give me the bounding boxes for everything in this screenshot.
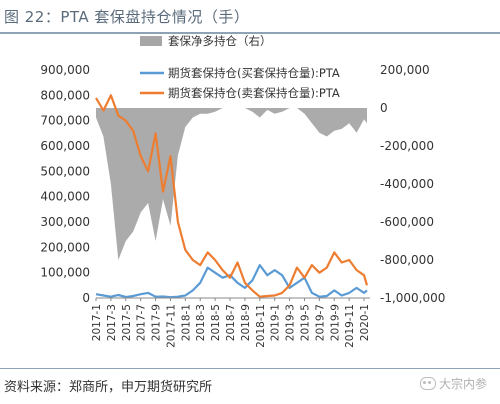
x-tick-label: 2019-5 — [299, 304, 311, 341]
x-axis-ticks: 2017-1 2017-3 2017-5 2017-7 2017-9 2017-11 201… — [91, 297, 371, 348]
x-tick-label: 2018-7 — [225, 304, 237, 341]
x-tick-label: 2018-11 — [255, 304, 267, 348]
x-tick-label: 2020-1 — [359, 304, 371, 341]
wechat-icon — [420, 377, 436, 390]
right-tick-label: -400,000 — [380, 177, 434, 191]
left-tick-label: 700,000 — [40, 114, 90, 128]
x-tick-label: 2017-7 — [136, 304, 148, 341]
x-tick-label: 2017-11 — [165, 304, 177, 348]
right-axis-ticks: -1,000,000 -800,000 -600,000 -400,000 -200,0… — [380, 63, 445, 305]
top-rule — [0, 32, 500, 34]
right-tick-label: 0 — [380, 101, 388, 115]
x-tick-label: 2018-1 — [180, 304, 192, 341]
x-tick-label: 2019-11 — [344, 304, 356, 348]
right-tick-label: -1,000,000 — [380, 291, 445, 305]
x-tick-label: 2019-9 — [329, 304, 341, 341]
left-tick-label: 0 — [82, 291, 90, 305]
left-tick-label: 100,000 — [40, 266, 90, 280]
x-tick-label: 2019-1 — [270, 304, 282, 341]
left-tick-label: 600,000 — [40, 139, 90, 153]
left-tick-label: 500,000 — [40, 164, 90, 178]
right-tick-label: -200,000 — [380, 139, 434, 153]
x-tick-label: 2018-3 — [195, 304, 207, 341]
right-tick-label: 200,000 — [380, 63, 430, 77]
right-tick-label: -800,000 — [380, 253, 434, 267]
x-tick-label: 2018-5 — [210, 304, 222, 341]
left-tick-label: 800,000 — [40, 88, 90, 102]
left-tick-label: 200,000 — [40, 240, 90, 254]
left-tick-label: 900,000 — [40, 63, 90, 77]
watermark: 大宗内参 — [420, 375, 487, 392]
legend-label: 套保净多持仓（右） — [168, 34, 272, 48]
series-line-1 — [95, 264, 368, 299]
x-tick-label: 2018-9 — [240, 304, 252, 341]
watermark-text: 大宗内参 — [439, 377, 488, 391]
right-tick-label: -600,000 — [380, 215, 434, 229]
left-tick-label: 300,000 — [40, 215, 90, 229]
x-tick-label: 2019-3 — [285, 304, 297, 341]
series-area-0 — [96, 108, 367, 260]
legend-label: 期货套保持仓(买套保持仓量):PTA — [168, 66, 340, 80]
legend-label: 期货套保持仓(卖套保持仓量):PTA — [168, 86, 340, 100]
x-tick-label: 2017-5 — [121, 304, 133, 341]
area-layer — [96, 108, 367, 260]
legend: 套保净多持仓（右） 期货套保持仓(买套保持仓量):PTA 期货套保持仓(卖套保持仓量… — [140, 34, 340, 100]
left-axis-ticks: 0 100,000 200,000 300,000 400,000 500,000 600,… — [40, 63, 90, 305]
bottom-rule — [0, 368, 500, 369]
x-tick-label: 2019-7 — [314, 304, 326, 341]
series-line-2 — [95, 94, 369, 298]
legend-swatch-area — [140, 36, 162, 46]
chart-title: 图 22：PTA 套保盘持仓情况（手） — [4, 8, 250, 26]
left-tick-label: 400,000 — [40, 190, 90, 204]
x-tick-label: 2017-1 — [91, 304, 103, 341]
x-tick-label: 2017-9 — [151, 304, 163, 341]
line-layer — [95, 94, 369, 299]
x-tick-label: 2017-3 — [106, 304, 118, 341]
source-note: 资料来源：郑商所，申万期货研究所 — [4, 380, 213, 395]
